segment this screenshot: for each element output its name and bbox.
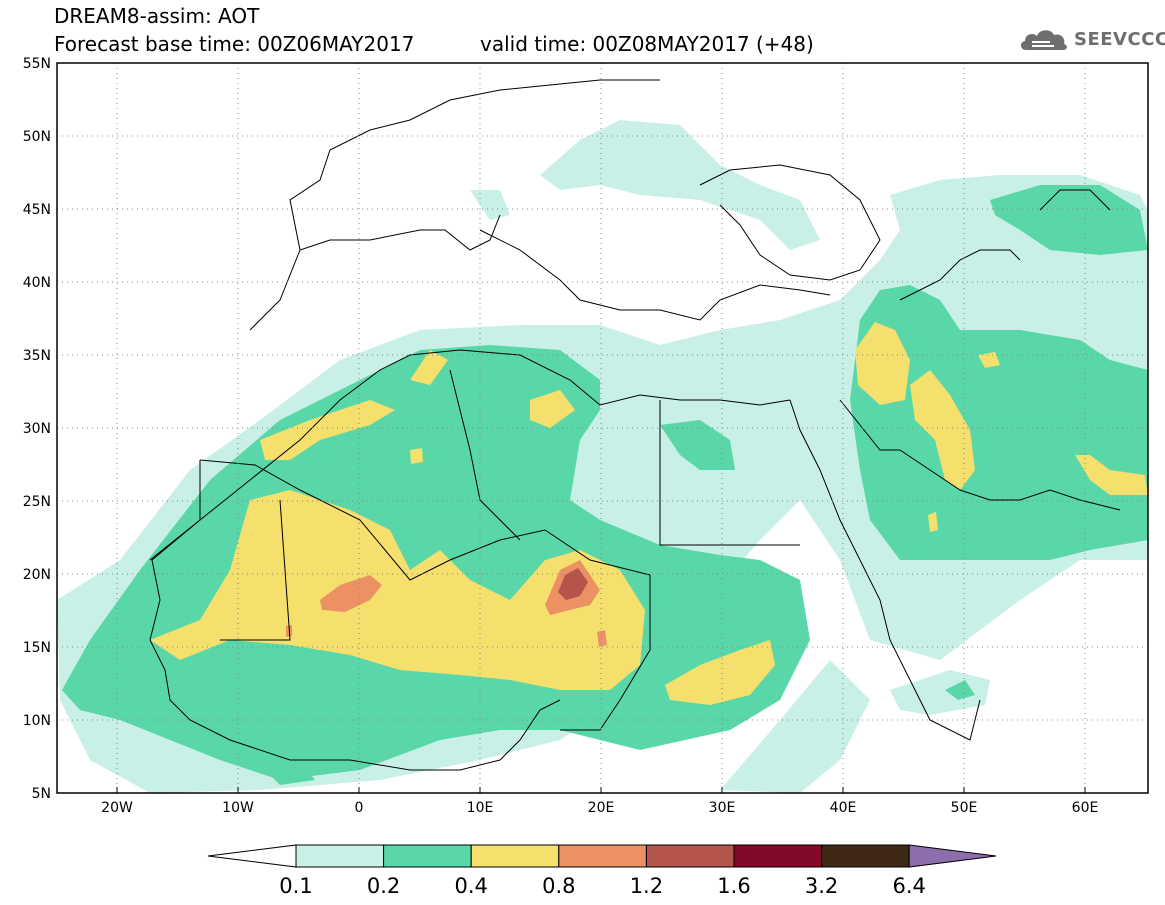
colorbar bbox=[207, 844, 997, 868]
lat-label: 35N bbox=[23, 348, 51, 364]
colorbar-swatch bbox=[733, 844, 823, 868]
cloud-icon bbox=[1020, 30, 1067, 50]
lon-label: 40E bbox=[830, 800, 857, 816]
lat-label: 15N bbox=[23, 640, 51, 656]
lat-label: 5N bbox=[32, 786, 51, 802]
longitude-labels: 20W 10W 0 10E 20E 30E 40E 50E 60E bbox=[101, 800, 1098, 816]
seevccc-logo: SEEVCCC bbox=[1018, 22, 1165, 56]
axis-ticks bbox=[116, 787, 1086, 793]
colorbar-label: 1.2 bbox=[630, 874, 663, 898]
lon-label: 0 bbox=[355, 800, 364, 816]
lat-label: 40N bbox=[23, 275, 51, 291]
colorbar-swatch bbox=[558, 844, 647, 868]
map-grid bbox=[57, 63, 1148, 793]
lat-label: 10N bbox=[23, 713, 51, 729]
coastlines bbox=[149, 79, 1121, 771]
colorbar-label: 1.6 bbox=[717, 874, 750, 898]
lon-label: 50E bbox=[951, 800, 978, 816]
colorbar-label: 0.4 bbox=[454, 874, 487, 898]
lat-label: 25N bbox=[23, 494, 51, 510]
lat-label: 50N bbox=[23, 129, 51, 145]
aot-contours bbox=[57, 120, 1148, 793]
colorbar-label: 3.2 bbox=[805, 874, 838, 898]
colorbar-label: 0.8 bbox=[542, 874, 575, 898]
lon-label: 10W bbox=[222, 800, 254, 816]
lon-label: 20E bbox=[588, 800, 615, 816]
colorbar-swatch bbox=[470, 844, 560, 868]
lat-label: 45N bbox=[23, 202, 51, 218]
lat-label: 20N bbox=[23, 567, 51, 583]
lat-label: 30N bbox=[23, 421, 51, 437]
colorbar-swatch bbox=[645, 844, 735, 868]
aot-level-1-2 bbox=[558, 568, 588, 600]
colorbar-label: 0.2 bbox=[367, 874, 400, 898]
forecast-base-time: Forecast base time: 00Z06MAY2017 bbox=[54, 32, 415, 56]
logo-text: SEEVCCC bbox=[1074, 28, 1165, 50]
lon-label: 30E bbox=[709, 800, 736, 816]
colorbar-below-arrow bbox=[207, 844, 297, 868]
latitude-labels: 55N 50N 45N 40N 35N 30N 25N 20N 15N 10N … bbox=[23, 56, 51, 802]
lon-label: 60E bbox=[1072, 800, 1099, 816]
colorbar-swatch bbox=[821, 844, 910, 868]
lon-label: 10E bbox=[467, 800, 494, 816]
colorbar-label: 6.4 bbox=[892, 874, 925, 898]
lon-label: 20W bbox=[101, 800, 133, 816]
map-frame bbox=[56, 62, 1149, 794]
map-title: DREAM8-assim: AOT bbox=[54, 4, 260, 28]
colorbar-swatch bbox=[383, 844, 472, 868]
colorbar-swatch bbox=[295, 844, 385, 868]
colorbar-label: 0.1 bbox=[279, 874, 312, 898]
colorbar-labels: 0.1 0.2 0.4 0.8 1.2 1.6 3.2 6.4 bbox=[279, 874, 926, 898]
lat-label: 55N bbox=[23, 56, 51, 72]
valid-time: valid time: 00Z08MAY2017 (+48) bbox=[480, 32, 814, 56]
colorbar-above-arrow bbox=[908, 844, 997, 868]
